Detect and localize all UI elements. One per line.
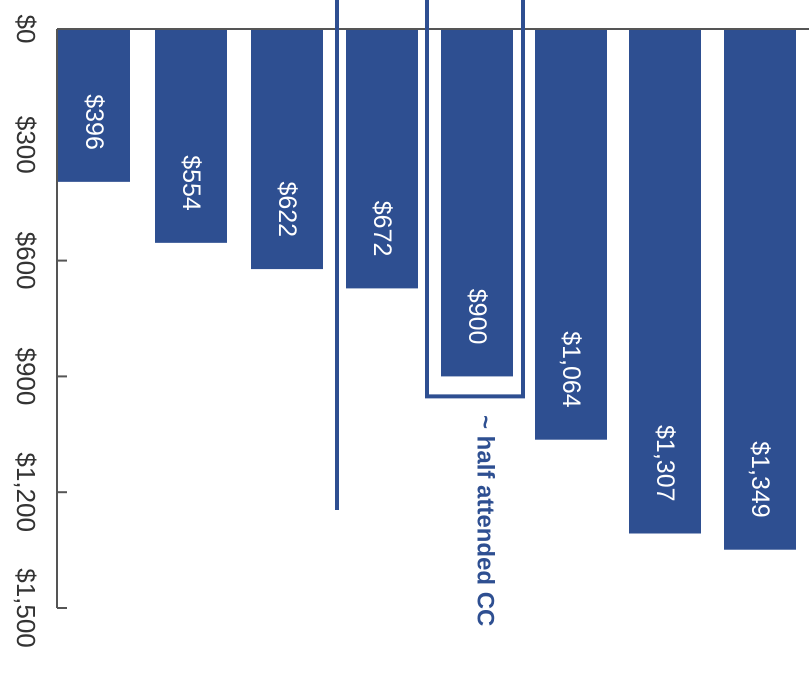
- data-label: $622: [273, 181, 301, 237]
- bar: [346, 30, 418, 289]
- tick-label: $1,200: [11, 452, 41, 532]
- tick-label: $600: [11, 232, 41, 290]
- bar: [535, 30, 607, 440]
- data-label: $1,349: [746, 441, 774, 517]
- annotation-text: ~ half attended CC: [472, 415, 499, 626]
- data-labels: $396 $554 $622 $672 $900 $1,064 $1,307 $1,349: [80, 94, 774, 517]
- tick-label: $1,500: [11, 568, 41, 648]
- tick-label: $900: [11, 347, 41, 405]
- data-label: $900: [463, 289, 491, 345]
- data-label: $554: [177, 155, 205, 211]
- data-label: $1,307: [651, 425, 679, 501]
- bar: [724, 30, 796, 550]
- bars: [58, 30, 796, 550]
- value-axis: $0 $300 $600 $900 $1,200 $1,500: [11, 15, 809, 648]
- bar: [251, 30, 323, 270]
- data-label: $672: [368, 201, 396, 257]
- tick-label: $0: [11, 15, 41, 44]
- annotations: ~ half attended CC: [335, 0, 525, 626]
- bar: [58, 30, 130, 182]
- bar: [441, 30, 513, 377]
- bar: [629, 30, 701, 534]
- data-label: $396: [80, 94, 108, 150]
- bar: [155, 30, 227, 243]
- tick-label: $300: [11, 116, 41, 174]
- highlight-bracket: [425, 0, 525, 399]
- data-label: $1,064: [557, 331, 585, 408]
